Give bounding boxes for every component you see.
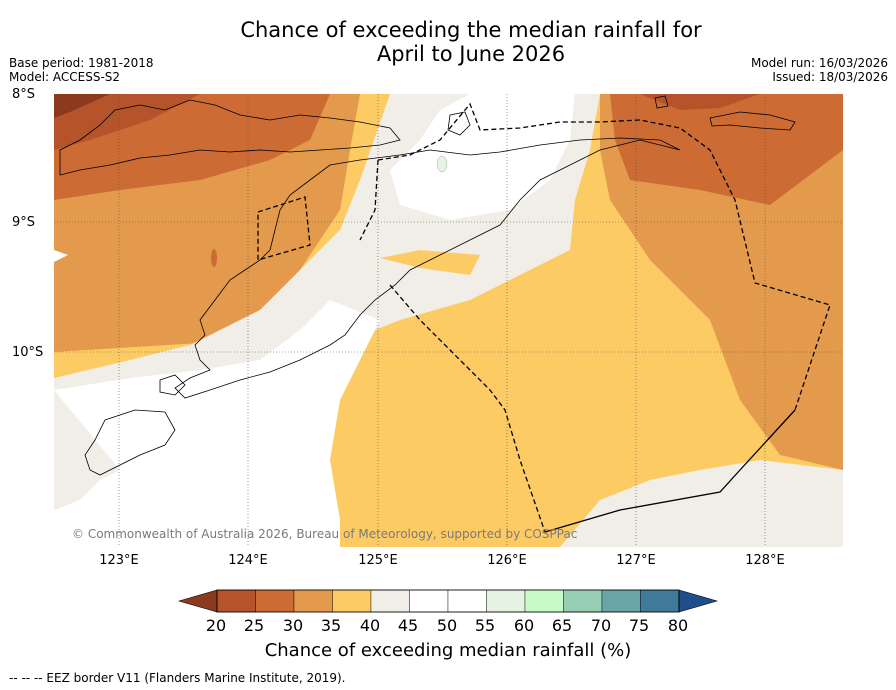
zone-45-55-north [390,94,575,220]
colorbar-tick: 50 [436,616,458,635]
colorbar-tick: 25 [243,616,265,635]
colorbar-segments [216,589,680,613]
zone-white-fleck [54,250,68,262]
copyright-notice: © Commonwealth of Australia 2026, Bureau… [72,527,578,541]
flores-coast [59,99,401,176]
rote-island [84,409,176,476]
colorbar-segment [640,589,680,613]
zone-25-30-east [610,94,843,205]
eez-south [389,284,546,533]
zone-55-60-speck [436,155,448,173]
colorbar-segment [409,589,449,613]
colorbar-frame [216,589,680,613]
map-title: Chance of exceeding the median rainfall … [0,18,896,66]
lat-label-9s: 9°S [12,215,36,230]
zone-below-20-corner [54,94,110,118]
oecusse-eez [257,196,311,261]
timor-island [174,137,681,399]
model-name: Model: ACCESS-S2 [9,70,121,84]
zone-40-45-fleck [54,460,100,500]
colorbar-tick: 60 [513,616,535,635]
atauro-island [447,111,471,136]
colorbar-extend-low [177,589,218,613]
colorbar-segment [332,589,372,613]
lat-label-10s: 10°S [12,345,44,360]
colorbar-tick: 75 [628,616,650,635]
colorbar-tick: 30 [282,616,304,635]
title-line-2: April to June 2026 [376,42,566,66]
zone-20-25-northwest [54,94,200,150]
lon-label-127e: 127°E [616,553,656,568]
colorbar-tick: 55 [474,616,496,635]
lon-label-128e: 128°E [745,553,785,568]
coastlines [59,95,796,476]
meta-right: Model run: 16/03/2026 Issued: 18/03/2026 [751,56,888,84]
colorbar-label: Chance of exceeding median rainfall (%) [264,640,632,661]
zone-35-40-patch [380,250,480,275]
lon-label-124e: 124°E [228,553,268,568]
colorbar-tick: 80 [667,616,689,635]
colorbar-segment [216,589,256,613]
title-line-1: Chance of exceeding the median rainfall … [240,18,702,42]
colorbar-tick: 40 [359,616,381,635]
base-period: Base period: 1981-2018 [9,56,154,70]
zone-25-30-speck [211,249,217,267]
probability-field [54,94,843,547]
lon-label-125e: 125°E [358,553,398,568]
colorbar-tick: 65 [551,616,573,635]
zone-30-35-west-inner [54,218,250,310]
colorbar-segment [370,589,410,613]
model-run: Model run: 16/03/2026 [750,56,888,70]
colorbar-tick: 70 [590,616,612,635]
eez-solid-boundary [544,409,796,533]
eez-footnote: -- -- -- EEZ border V11 (Flanders Marine… [9,671,346,685]
eez-border [257,102,831,533]
colorbar-extend-high [678,589,719,613]
colorbar-segment [524,589,564,613]
eez-west [359,159,379,241]
colorbar-tick: 35 [320,616,342,635]
colorbar-segment [293,589,333,613]
wetar-islet [654,95,669,109]
lon-label-123e: 123°E [99,553,139,568]
semau-island [159,374,186,396]
colorbar-segment [255,589,295,613]
lat-label-8s: 8°S [12,87,36,102]
zone-40-45-southeast [560,460,843,547]
zone-45-55-southwest [54,300,380,547]
wetar-island [709,111,796,131]
eez-north-east [377,102,831,411]
meta-left: Base period: 1981-2018 Model: ACCESS-S2 [9,56,154,84]
issued-date: Issued: 18/03/2026 [772,70,888,84]
colorbar [177,589,719,613]
zone-20-25-east [640,94,760,110]
colorbar-segment [447,589,487,613]
lon-label-126e: 126°E [487,553,527,568]
colorbar-segment [601,589,641,613]
colorbar-segment [486,589,526,613]
colorbar-tick: 45 [397,616,419,635]
colorbar-segment [563,589,603,613]
colorbar-tick: 20 [205,616,227,635]
